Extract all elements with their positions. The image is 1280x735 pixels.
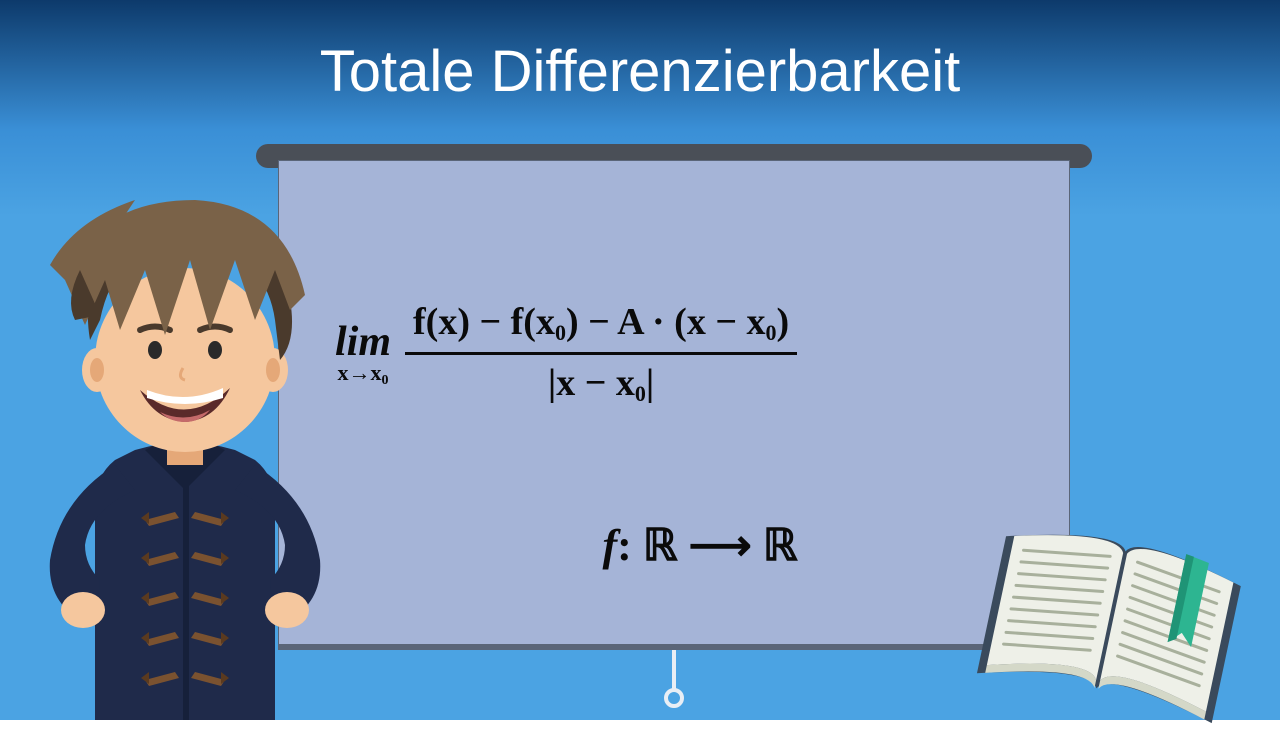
- function-symbol: f: [602, 521, 617, 570]
- fraction: f(x) − f(x0) − A · (x − x0) |x − x0|: [405, 300, 797, 407]
- arrow-icon: ⟶: [689, 521, 752, 570]
- denominator: |x − x0|: [540, 361, 662, 407]
- cartoon-character: [5, 160, 365, 720]
- projector-pull-stick: [672, 650, 676, 690]
- numerator: f(x) − f(x0) − A · (x − x0): [405, 300, 797, 346]
- limit-formula: lim x→x0 f(x) − f(x0) − A · (x − x0) |x …: [335, 300, 1065, 407]
- function-domain: f: ℝ ⟶ ℝ: [500, 520, 900, 571]
- real-set-1: ℝ: [643, 521, 678, 570]
- projector-pull-ring: [664, 688, 684, 708]
- real-set-2: ℝ: [763, 521, 798, 570]
- book-icon: [972, 500, 1252, 730]
- fraction-line: [405, 352, 797, 355]
- page-title: Totale Differenzierbarkeit: [0, 38, 1280, 105]
